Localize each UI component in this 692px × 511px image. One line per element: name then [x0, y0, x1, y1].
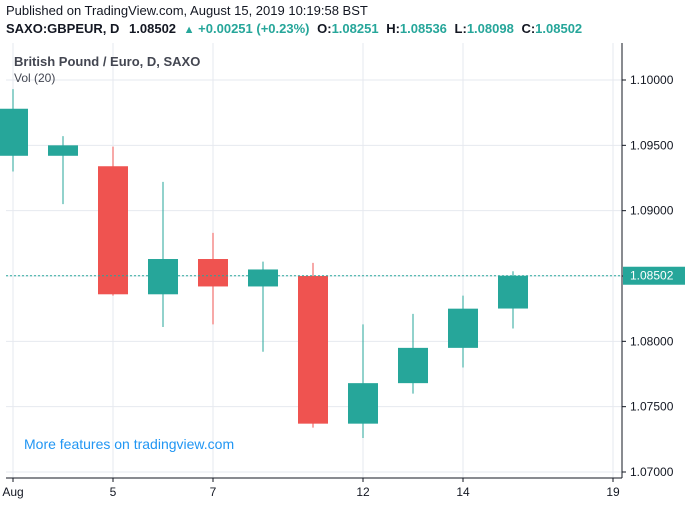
price-tick-label: 1.07000: [630, 465, 674, 479]
price-tick-label: 1.10000: [630, 73, 674, 87]
time-tick-label: 14: [456, 485, 470, 499]
last-price-tag-label: 1.08502: [630, 269, 674, 283]
candle[interactable]: [448, 295, 478, 368]
candle[interactable]: [298, 262, 328, 428]
candle[interactable]: [498, 271, 528, 329]
candle[interactable]: [148, 181, 178, 327]
close-value: 1.08502: [535, 21, 583, 36]
open-label: O:: [317, 21, 332, 36]
price-tick-label: 1.08000: [630, 334, 674, 348]
candle[interactable]: [348, 324, 378, 439]
high-value: 1.08536: [399, 21, 447, 36]
candle[interactable]: [398, 313, 428, 394]
candle-body: [148, 259, 178, 295]
candle-body: [498, 275, 528, 309]
time-tick-label: 5: [110, 485, 117, 499]
last-price-tag: [623, 266, 685, 285]
candle-body: [448, 308, 478, 348]
up-arrow-icon: ▲: [183, 24, 195, 36]
chart-title: British Pound / Euro, D, SAXO: [14, 54, 200, 69]
candle-body: [98, 166, 128, 295]
candle-body: [0, 108, 28, 156]
candle[interactable]: [98, 146, 128, 296]
ohlc-header: SAXO:GBPEUR, D 1.08502 ▲ +0.00251 (+0.23…: [6, 21, 582, 36]
watermark-link[interactable]: More features on tradingview.com: [24, 436, 234, 452]
candle-body: [398, 347, 428, 384]
low-label: L:: [454, 21, 467, 36]
candle-body: [298, 276, 328, 424]
price-tick-label: 1.09500: [630, 138, 674, 152]
candle[interactable]: [48, 136, 78, 205]
candle-body: [198, 259, 228, 287]
open-value: 1.08251: [331, 21, 379, 36]
price-change: +0.00251 (+0.23%): [198, 21, 310, 36]
close-label: C:: [521, 21, 536, 36]
low-value: 1.08098: [466, 21, 514, 36]
candle-body: [348, 383, 378, 424]
price-tick-label: 1.09000: [630, 204, 674, 218]
time-axis[interactable]: Aug 5 7 12 14 19: [2, 478, 620, 499]
candle-body: [248, 269, 278, 287]
candles: [0, 89, 528, 439]
candle[interactable]: [0, 89, 28, 172]
time-tick-label: 12: [356, 485, 370, 499]
candle-body: [48, 145, 78, 156]
volume-indicator-label: Vol (20): [14, 71, 55, 85]
high-label: H:: [386, 21, 400, 36]
symbol-label: SAXO:GBPEUR, D: [6, 21, 120, 36]
last-price: 1.08502: [129, 21, 177, 36]
price-tick-label: 1.07500: [630, 400, 674, 414]
time-tick-label: 19: [606, 485, 620, 499]
published-caption: Published on TradingView.com, August 15,…: [6, 3, 368, 18]
time-tick-label: Aug: [2, 485, 23, 499]
time-tick-label: 7: [210, 485, 217, 499]
candle[interactable]: [198, 232, 228, 325]
candle[interactable]: [248, 261, 278, 352]
